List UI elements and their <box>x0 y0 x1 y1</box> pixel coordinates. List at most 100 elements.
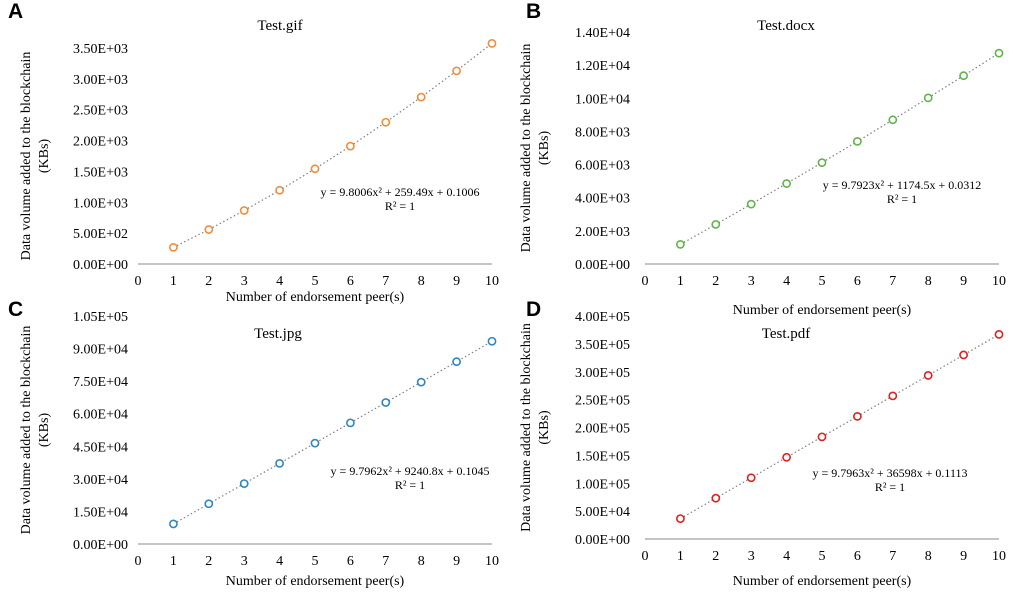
y-tick-label: 2.00E+05 <box>575 422 630 437</box>
x-tick-label: 4 <box>276 554 283 569</box>
x-tick-label: 2 <box>205 274 212 289</box>
data-point <box>746 199 756 209</box>
data-point <box>452 66 461 76</box>
x-tick-label: 2 <box>205 554 212 569</box>
x-tick-label: 9 <box>453 274 460 289</box>
data-point <box>416 377 426 387</box>
y-axis-label-line: (KBs) <box>37 413 52 448</box>
x-tick-label: 5 <box>312 274 319 289</box>
data-point <box>168 242 178 252</box>
x-tick-label: 4 <box>276 274 283 289</box>
x-tick-label: 6 <box>854 549 861 564</box>
x-axis-label: Number of endorsement peer(s) <box>226 574 405 589</box>
x-tick-label: 8 <box>418 554 425 569</box>
data-point <box>782 452 791 462</box>
r-squared: R² = 1 <box>385 199 415 213</box>
x-tick-label: 10 <box>992 549 1006 564</box>
data-point <box>853 136 862 146</box>
panel-d: D Test.pdf 0.00E+00 5.00E+04 1.00E+05 1.50E+0… <box>519 298 1006 589</box>
data-point <box>381 398 391 407</box>
x-tick-label: 9 <box>960 274 967 289</box>
data-point <box>853 411 862 421</box>
data-point <box>310 438 320 448</box>
y-tick-label: 4.00E+03 <box>575 192 630 207</box>
y-tick-label: 1.50E+03 <box>73 165 128 180</box>
panel-c: C Test.jpg 0.00E+00 1.50E+04 3.00E+04 4.50E+0… <box>8 298 499 589</box>
x-tick-label: 6 <box>347 554 354 569</box>
y-tick-label: 6.00E+03 <box>575 159 630 174</box>
data-point <box>676 239 685 249</box>
panel-b: B Test.docx 0.00E+00 2.00E+03 4.00E+03 6.00E+… <box>519 0 1006 318</box>
y-axis-label-line: Data volume added to the blockchain <box>519 44 534 253</box>
x-tick-label: 4 <box>783 549 790 564</box>
x-tick-label: 2 <box>712 549 719 564</box>
data-point <box>168 519 178 529</box>
x-axis-label: Number of endorsement peer(s) <box>733 303 912 318</box>
y-axis-label-line: Data volume added to the blockchain <box>519 323 534 532</box>
y-tick-label: 1.00E+04 <box>575 92 630 107</box>
data-point <box>381 117 391 127</box>
x-tick-label: 1 <box>677 274 684 289</box>
panel-letter: B <box>526 0 541 23</box>
x-tick-label: 3 <box>241 554 248 569</box>
x-tick-label: 3 <box>748 274 755 289</box>
y-axis-label-line: (KBs) <box>537 410 552 445</box>
y-tick-label: 3.00E+03 <box>73 73 128 88</box>
data-point <box>275 458 284 468</box>
data-point <box>204 499 214 509</box>
y-axis-label-line: (KBs) <box>537 131 552 166</box>
y-tick-label: 3.00E+04 <box>73 473 128 488</box>
y-tick-label: 0.00E+00 <box>73 258 128 273</box>
chart-title: Test.gif <box>257 18 302 34</box>
y-tick-label: 8.00E+03 <box>575 125 630 140</box>
y-tick-label: 7.50E+04 <box>73 375 128 390</box>
x-tick-label: 5 <box>819 549 826 564</box>
x-tick-label: 7 <box>382 554 389 569</box>
data-point <box>487 38 497 48</box>
chart-title: Test.pdf <box>762 326 811 342</box>
data-point <box>711 493 721 503</box>
y-tick-label: 9.00E+04 <box>73 343 128 358</box>
data-point <box>711 220 721 229</box>
data-point <box>959 350 968 360</box>
y-tick-label: 0.00E+00 <box>73 538 128 553</box>
y-tick-label: 3.50E+05 <box>575 338 630 353</box>
y-tick-label: 4.50E+04 <box>73 440 128 455</box>
data-point <box>888 391 898 401</box>
data-point <box>959 71 968 81</box>
data-point <box>817 158 827 168</box>
y-tick-label: 1.40E+04 <box>575 26 630 41</box>
y-tick-label: 1.50E+05 <box>575 449 630 464</box>
y-tick-label: 2.00E+03 <box>73 135 128 150</box>
y-axis-label-line: (KBs) <box>37 139 52 174</box>
x-tick-label: 4 <box>783 274 790 289</box>
data-point <box>888 115 898 125</box>
chart-title: Test.jpg <box>254 326 302 342</box>
chart-title: Test.docx <box>757 18 815 34</box>
y-tick-label: 2.50E+03 <box>73 104 128 119</box>
data-point <box>676 514 685 523</box>
x-tick-label: 8 <box>418 274 425 289</box>
y-tick-label: 0.00E+00 <box>575 533 630 548</box>
r-squared: R² = 1 <box>875 480 905 494</box>
x-axis-label: Number of endorsement peer(s) <box>733 574 912 589</box>
y-tick-label: 1.20E+04 <box>575 59 630 74</box>
x-tick-label: 9 <box>453 554 460 569</box>
data-point <box>994 330 1004 339</box>
panel-a: A Test.gif 0.00E+00 5.00E+02 1.00E+03 1.50E+0… <box>8 0 499 305</box>
trend-equation: y = 9.7963x² + 36598x + 0.1113 <box>812 466 967 480</box>
trendline <box>680 333 1000 520</box>
x-tick-label: 8 <box>925 274 932 289</box>
x-tick-label: 8 <box>925 549 932 564</box>
x-tick-label: 10 <box>992 274 1006 289</box>
data-point <box>923 93 933 103</box>
y-tick-label: 1.05E+05 <box>73 310 128 325</box>
y-tick-label: 5.00E+02 <box>73 227 128 242</box>
data-point <box>746 473 756 483</box>
data-point <box>416 92 426 102</box>
data-point <box>310 164 320 174</box>
panel-letter: C <box>8 298 23 321</box>
y-axis-label-line: Data volume added to the blockchain <box>19 52 34 261</box>
x-tick-label: 7 <box>889 274 896 289</box>
